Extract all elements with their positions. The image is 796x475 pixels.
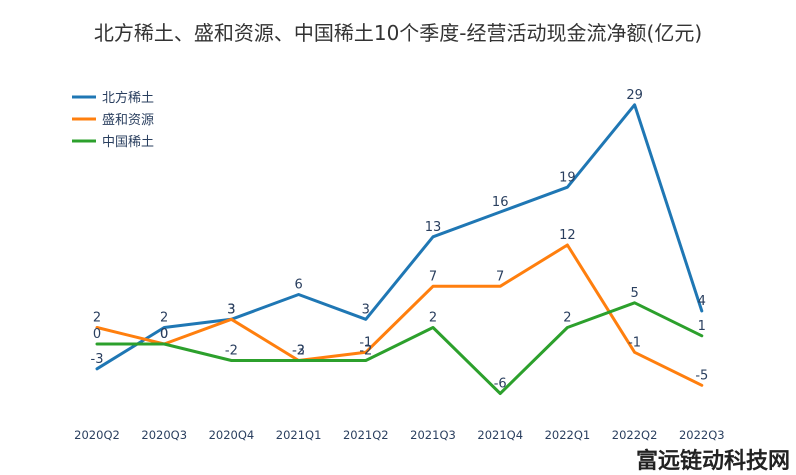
legend-label: 盛和资源 <box>102 113 154 128</box>
x-tick-label: 2020Q4 <box>209 428 255 442</box>
data-label: 2 <box>93 311 101 326</box>
data-label: 5 <box>630 286 638 301</box>
data-label: 2 <box>563 311 571 326</box>
data-label: 3 <box>227 302 235 317</box>
data-label: 12 <box>559 228 576 243</box>
legend-label: 中国稀土 <box>102 135 154 150</box>
data-label: 6 <box>294 278 302 293</box>
data-label: 7 <box>429 269 437 284</box>
data-label: -1 <box>359 335 372 350</box>
data-label: -1 <box>628 335 641 350</box>
legend-label: 北方稀土 <box>102 90 154 106</box>
x-tick-label: 2021Q3 <box>410 428 456 442</box>
data-label: -3 <box>292 344 305 359</box>
data-label: 0 <box>93 327 101 342</box>
data-label: 13 <box>425 220 442 235</box>
x-tick-label: 2022Q3 <box>679 428 725 442</box>
data-label: 0 <box>160 327 168 342</box>
data-label: 3 <box>362 302 370 317</box>
data-label: 16 <box>492 195 509 210</box>
data-label: -6 <box>494 377 507 392</box>
data-label: 1 <box>698 319 706 334</box>
data-label: 2 <box>429 311 437 326</box>
data-label: -3 <box>91 352 104 367</box>
data-label: 4 <box>698 294 706 309</box>
data-label: 2 <box>160 311 168 326</box>
watermark-text: 富远链动科技网 <box>636 448 790 474</box>
data-label: 3 <box>227 302 235 317</box>
x-tick-label: 2022Q1 <box>545 428 591 442</box>
data-label: -5 <box>695 368 708 383</box>
data-label: 29 <box>626 88 643 103</box>
x-tick-label: 2021Q4 <box>477 428 523 442</box>
x-tick-label: 2021Q2 <box>343 428 389 442</box>
data-label: 19 <box>559 170 576 185</box>
data-label: -2 <box>359 344 372 359</box>
x-tick-label: 2021Q1 <box>276 428 322 442</box>
data-label: -2 <box>292 344 305 359</box>
series-line-2 <box>95 243 704 387</box>
x-tick-label: 2020Q2 <box>74 428 120 442</box>
x-axis-ticks: 2020Q2 2020Q3 2020Q4 2021Q1 2021Q2 2021Q3 2021… <box>74 428 724 442</box>
series-lines <box>95 103 704 395</box>
x-tick-label: 2022Q2 <box>612 428 658 442</box>
data-label: 7 <box>496 269 504 284</box>
chart-title: 北方稀土、盛和资源、中国稀土10个季度-经营活动现金流净额(亿元) <box>94 21 702 45</box>
data-label: 0 <box>160 327 168 342</box>
data-label: -2 <box>225 344 238 359</box>
series-line-3 <box>95 301 704 395</box>
x-tick-label: 2020Q3 <box>141 428 187 442</box>
series-line-1 <box>95 103 704 371</box>
